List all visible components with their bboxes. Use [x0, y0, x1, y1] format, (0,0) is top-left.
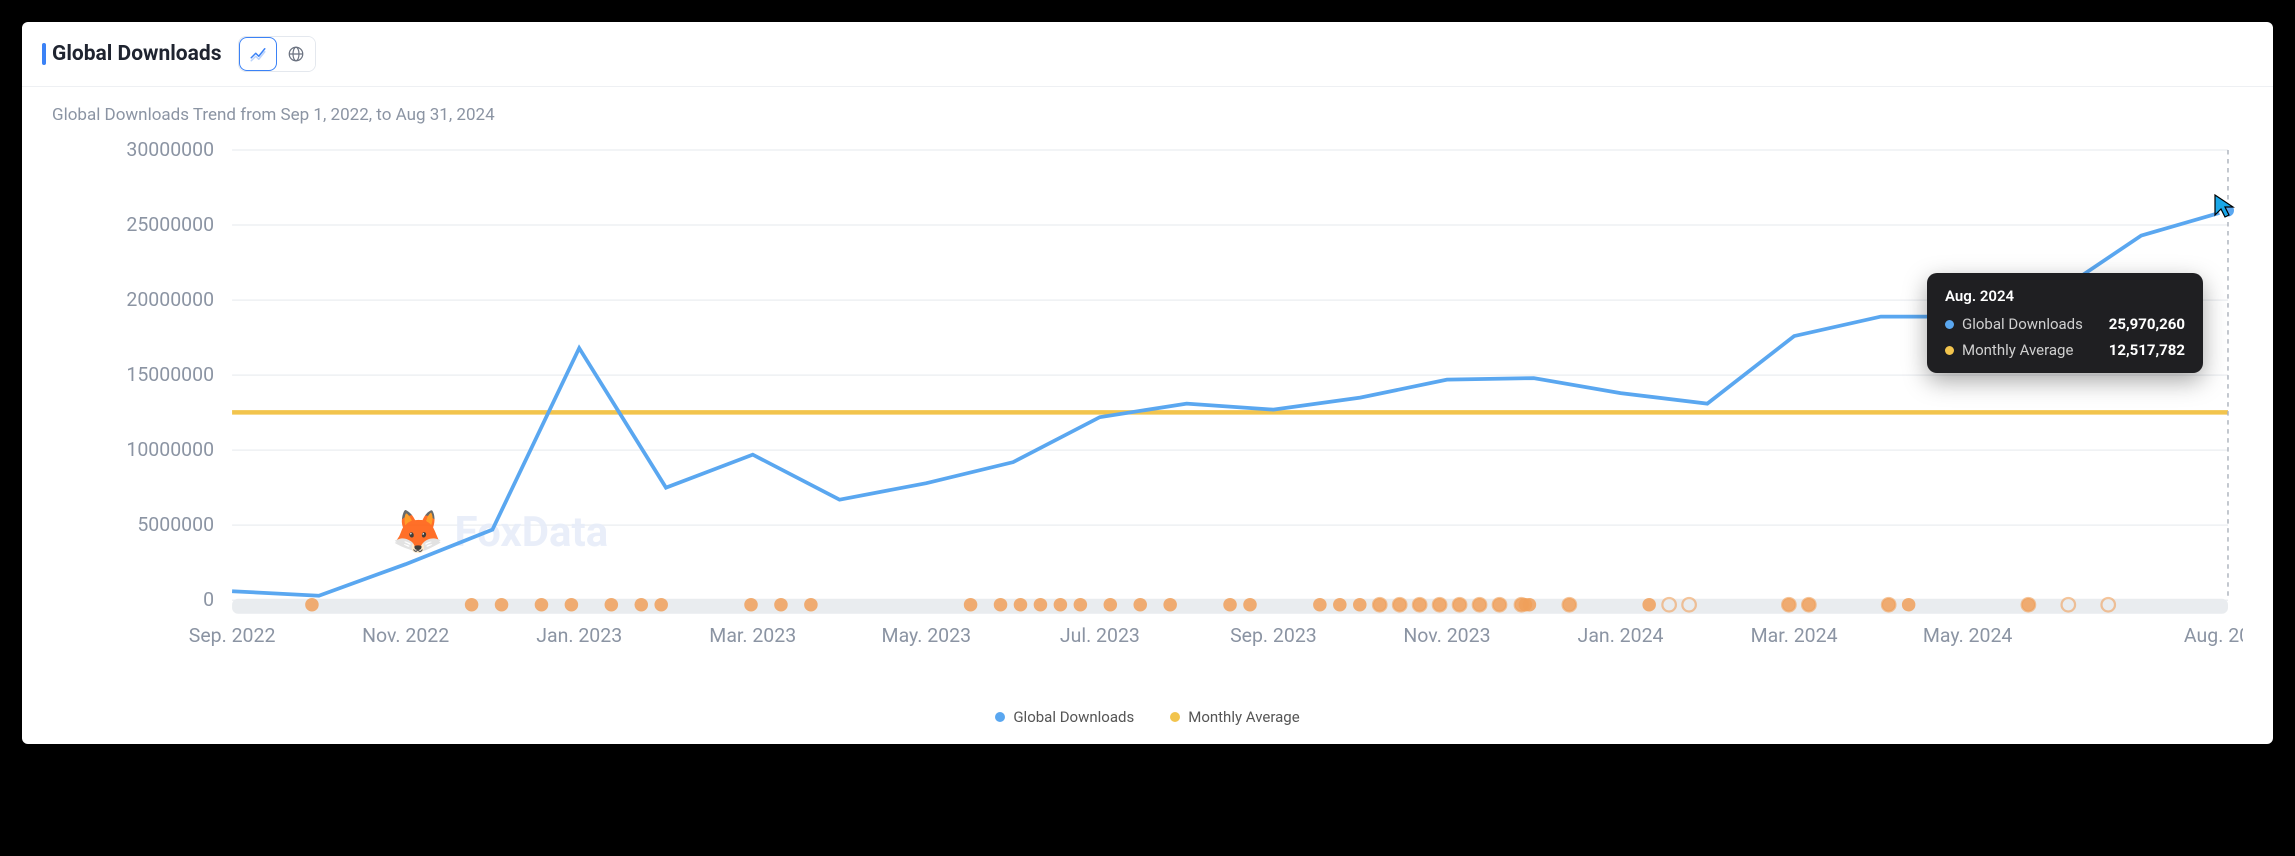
tooltip-row-value: 12,517,782	[2109, 341, 2185, 359]
svg-text:May. 2023: May. 2023	[882, 624, 972, 647]
legend-label: Global Downloads	[1013, 708, 1134, 726]
tooltip-row: Global Downloads 25,970,260	[1945, 315, 2185, 333]
view-toggle-group	[238, 36, 316, 72]
svg-text:25000000: 25000000	[126, 213, 214, 236]
svg-text:20000000: 20000000	[126, 288, 214, 311]
chart-container: 0 5000000 10000000 15000000 20000000 25000000…	[22, 125, 2273, 700]
svg-text:Jul. 2023: Jul. 2023	[1060, 624, 1140, 647]
svg-text:May. 2024: May. 2024	[1923, 624, 2013, 647]
svg-text:Sep. 2022: Sep. 2022	[189, 624, 276, 647]
legend-label: Monthly Average	[1188, 708, 1299, 726]
line-chart-toggle[interactable]	[239, 37, 277, 71]
svg-text:Aug. 2024: Aug. 2024	[2184, 624, 2243, 647]
globe-toggle[interactable]	[277, 37, 315, 71]
svg-text:0: 0	[203, 588, 214, 611]
tooltip-title: Aug. 2024	[1945, 287, 2185, 305]
tooltip-row-value: 25,970,260	[2109, 315, 2185, 333]
svg-text:Mar. 2023: Mar. 2023	[709, 624, 796, 647]
svg-text:Mar. 2024: Mar. 2024	[1751, 624, 1838, 647]
svg-text:Jan. 2024: Jan. 2024	[1578, 624, 1664, 647]
legend-dot	[995, 712, 1005, 722]
title-bar: Global Downloads	[42, 42, 222, 66]
tooltip-row-label: Monthly Average	[1962, 341, 2073, 359]
legend-dot	[1170, 712, 1180, 722]
line-chart-icon	[249, 45, 267, 63]
svg-text:Nov. 2022: Nov. 2022	[362, 624, 449, 647]
panel-header: Global Downloads	[22, 22, 2273, 87]
analytics-panel: Global Downloads Global Downloads Trend …	[22, 22, 2273, 744]
panel-title: Global Downloads	[52, 42, 222, 66]
tooltip-row: Monthly Average 12,517,782	[1945, 341, 2185, 359]
chart-tooltip: Aug. 2024 Global Downloads 25,970,260 Mont…	[1927, 273, 2203, 373]
svg-text:Sep. 2023: Sep. 2023	[1230, 624, 1317, 647]
svg-text:10000000: 10000000	[126, 438, 214, 461]
svg-text:Jan. 2023: Jan. 2023	[536, 624, 622, 647]
title-accent	[42, 43, 46, 65]
legend-item[interactable]: Monthly Average	[1170, 708, 1299, 726]
svg-text:5000000: 5000000	[137, 513, 214, 536]
svg-text:Nov. 2023: Nov. 2023	[1403, 624, 1490, 647]
downloads-line-chart[interactable]: 0 5000000 10000000 15000000 20000000 25000000…	[52, 135, 2243, 690]
svg-text:30000000: 30000000	[126, 138, 214, 161]
svg-text:15000000: 15000000	[126, 363, 214, 386]
chart-subtitle: Global Downloads Trend from Sep 1, 2022,…	[22, 87, 2273, 125]
tooltip-row-label: Global Downloads	[1962, 315, 2083, 333]
globe-icon	[287, 45, 305, 63]
legend-item[interactable]: Global Downloads	[995, 708, 1134, 726]
chart-legend: Global Downloads Monthly Average	[22, 700, 2273, 744]
